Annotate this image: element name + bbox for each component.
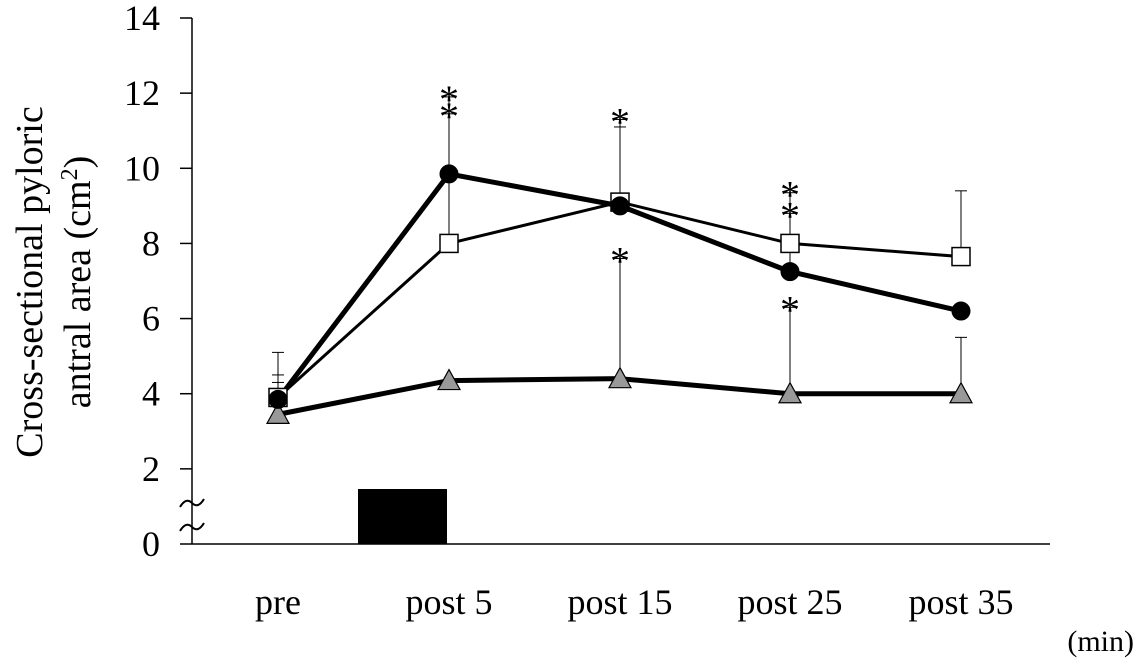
- marker-circle: [439, 164, 459, 184]
- x-axis-category-labels: pre post 5 post 15 post 25 post 35: [255, 582, 1013, 622]
- marker-triangle: [948, 381, 974, 404]
- marker-circle: [268, 389, 288, 409]
- marker-circle: [780, 262, 800, 282]
- significance-star: *: [610, 99, 630, 144]
- significance-star: *: [439, 94, 459, 139]
- y-axis-label-line2-prefix: antral area (cm: [57, 180, 99, 408]
- significance-star: *: [780, 193, 800, 238]
- x-category-label: post 35: [908, 582, 1013, 622]
- x-category-label: post 15: [567, 582, 672, 622]
- y-tick-label: 4: [142, 374, 160, 414]
- marker-triangle: [777, 381, 803, 404]
- y-axis-label-line2-suffix: ): [57, 156, 99, 169]
- marker-square: [951, 246, 971, 267]
- x-category-label: post 25: [737, 582, 842, 622]
- marker-square: [780, 233, 800, 254]
- significance-star: *: [439, 77, 459, 122]
- marker-triangle: [436, 368, 462, 391]
- x-category-label: post 5: [405, 582, 492, 622]
- marker-square: [439, 233, 459, 254]
- marker-circle: [610, 196, 630, 216]
- y-axis-label-sup: 2: [57, 168, 83, 180]
- marker-circle: [951, 301, 971, 321]
- y-axis-ticks: 0 2 4 6 8 10 12 14: [124, 0, 192, 564]
- y-tick-label: 6: [142, 299, 160, 339]
- y-tick-label: 8: [142, 223, 160, 263]
- y-tick-label: 2: [142, 449, 160, 489]
- y-axis-label-line1: Cross-sectional pyloric: [9, 106, 51, 457]
- series-markers: [265, 164, 974, 424]
- significance-star: *: [610, 238, 630, 283]
- x-axis-unit-label: (min): [1067, 625, 1134, 658]
- y-tick-label: 10: [124, 148, 160, 188]
- y-tick-label: 14: [124, 0, 160, 38]
- axis-break-mark: [179, 498, 205, 508]
- y-tick-label: 12: [124, 73, 160, 113]
- y-tick-label: 0: [142, 524, 160, 564]
- axis-break-marks: [179, 498, 205, 532]
- marker-triangle: [607, 366, 633, 389]
- significance-star: *: [780, 173, 800, 218]
- y-axis-label-2: antral area (cm2): [57, 156, 99, 409]
- significance-star: *: [780, 287, 800, 332]
- significance-markers: *******: [439, 77, 800, 332]
- axis-break-mark: [179, 522, 205, 532]
- y-axis-label: Cross-sectional pyloric: [9, 106, 51, 457]
- intervention-bar: [358, 489, 447, 544]
- marker-triangle: [265, 402, 291, 424]
- x-category-label: pre: [255, 582, 301, 622]
